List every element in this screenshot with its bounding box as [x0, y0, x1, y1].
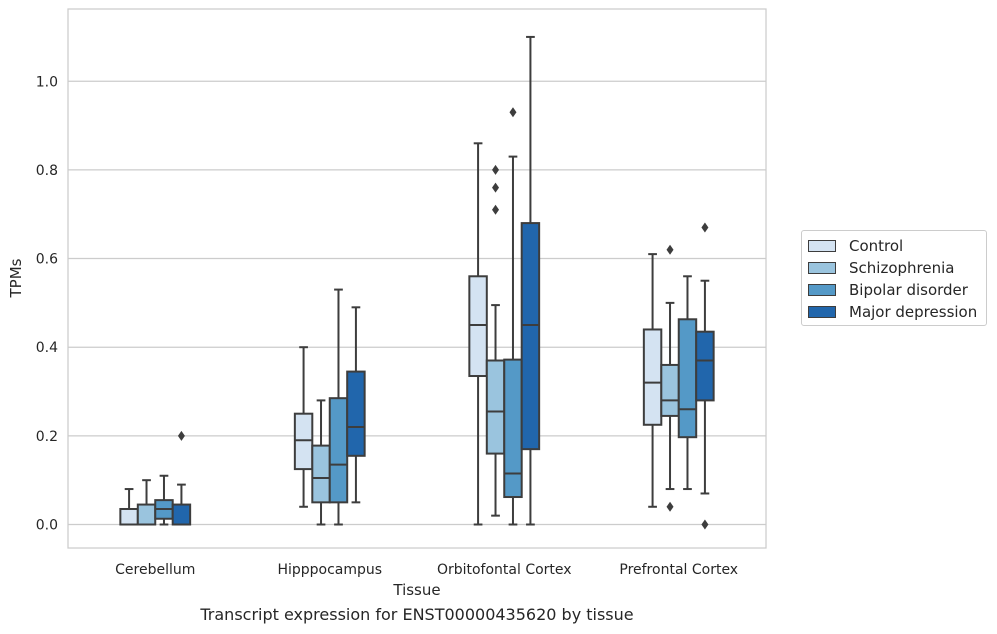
box-control-orbitofontal-cortex [468, 142, 488, 526]
box-body [311, 444, 331, 504]
figure-caption: Transcript expression for ENST0000043562… [200, 605, 634, 624]
box-body [642, 328, 663, 426]
box-body [328, 397, 349, 504]
box-body [293, 412, 314, 471]
box-body [346, 370, 366, 457]
outlier-point [177, 430, 185, 441]
box-major-depression-hipppocampus [346, 306, 366, 504]
plot-area [68, 9, 766, 548]
box-body [677, 318, 698, 439]
box-major-depression-prefrontal-cortex [695, 222, 715, 530]
box-body [468, 275, 488, 378]
outlier-point [701, 519, 709, 530]
x-tick-label: Hipppocampus [277, 562, 382, 578]
legend-item-major-depression: Major depression [808, 303, 977, 321]
outlier-point [492, 164, 500, 175]
outlier-point [701, 222, 709, 233]
outlier-point [492, 182, 500, 193]
y-tick-label: 0.8 [36, 163, 58, 179]
y-axis-label: TPMs [7, 258, 25, 298]
x-axis-label: Tissue [392, 581, 440, 599]
y-tick-label: 0.4 [36, 340, 58, 356]
box-body [171, 503, 192, 526]
outlier-point [666, 244, 674, 255]
box-major-depression-cerebellum [171, 430, 192, 526]
legend-label-schizophrenia: Schizophrenia [849, 259, 955, 277]
outlier-point [492, 204, 500, 215]
box-series [119, 35, 715, 530]
legend-label-bipolar-disorder: Bipolar disorder [849, 281, 968, 299]
box-body [136, 503, 157, 526]
y-tick-label: 0.6 [36, 252, 58, 268]
legend: Control Schizophrenia Bipolar disorder M… [801, 230, 987, 326]
legend-item-control: Control [808, 237, 903, 255]
legend-label-major-depression: Major depression [849, 303, 978, 321]
legend-swatch-major-depression [808, 306, 836, 318]
y-tick-label: 0.0 [36, 518, 58, 534]
y-tick-label: 0.2 [36, 429, 58, 445]
x-tick-label: Orbitofontal Cortex [437, 562, 572, 578]
plot-frame [67, 8, 767, 549]
y-tick-label: 1.0 [36, 74, 58, 90]
y-tick-labels: 0.0 0.2 0.4 0.6 0.8 1.0 [36, 74, 58, 533]
box-bipolar-disorder-hipppocampus [328, 288, 349, 526]
legend-label-control: Control [849, 237, 904, 255]
box-body [119, 507, 139, 526]
box-control-hipppocampus [293, 346, 314, 508]
x-tick-labels: Cerebellum Hipppocampus Orbitofontal Corte… [115, 562, 738, 578]
x-tick-label: Cerebellum [115, 562, 195, 578]
legend-swatch-schizophrenia [808, 262, 836, 274]
box-body [695, 330, 715, 402]
outlier-point [666, 501, 674, 512]
outlier-point [509, 107, 517, 118]
legend-swatch-control [808, 240, 836, 252]
box-body [660, 363, 680, 417]
box-schizophrenia-cerebellum [136, 479, 157, 526]
legend-swatch-bipolar-disorder [808, 284, 836, 296]
legend-item-schizophrenia: Schizophrenia [808, 259, 954, 277]
x-tick-label: Prefrontal Cortex [619, 562, 738, 578]
box-bipolar-disorder-orbitofontal-cortex [503, 107, 523, 526]
legend-item-bipolar-disorder: Bipolar disorder [808, 281, 968, 299]
box-body [520, 222, 541, 451]
box-body [485, 359, 506, 455]
box-body [503, 358, 523, 499]
box-major-depression-orbitofontal-cortex [520, 35, 541, 526]
